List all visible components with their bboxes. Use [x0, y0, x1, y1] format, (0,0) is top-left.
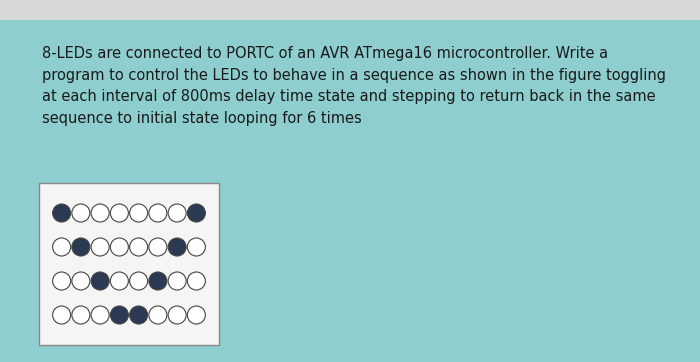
- Text: 8-LEDs are connected to PORTC of an AVR ATmega16 microcontroller. Write a
progra: 8-LEDs are connected to PORTC of an AVR …: [42, 46, 666, 126]
- FancyBboxPatch shape: [39, 183, 219, 345]
- Circle shape: [149, 272, 167, 290]
- Circle shape: [130, 272, 148, 290]
- Circle shape: [91, 272, 109, 290]
- Circle shape: [72, 272, 90, 290]
- Circle shape: [72, 306, 90, 324]
- Circle shape: [188, 272, 205, 290]
- Circle shape: [72, 204, 90, 222]
- Circle shape: [149, 204, 167, 222]
- Circle shape: [149, 238, 167, 256]
- Circle shape: [130, 204, 148, 222]
- Circle shape: [130, 238, 148, 256]
- Circle shape: [52, 238, 71, 256]
- Circle shape: [111, 204, 128, 222]
- Circle shape: [91, 238, 109, 256]
- Circle shape: [168, 238, 186, 256]
- Circle shape: [168, 204, 186, 222]
- Circle shape: [91, 306, 109, 324]
- Circle shape: [168, 306, 186, 324]
- Circle shape: [52, 204, 71, 222]
- Circle shape: [72, 238, 90, 256]
- Circle shape: [168, 272, 186, 290]
- Circle shape: [52, 272, 71, 290]
- Circle shape: [91, 204, 109, 222]
- Circle shape: [188, 204, 205, 222]
- Circle shape: [111, 272, 128, 290]
- Circle shape: [130, 306, 148, 324]
- Circle shape: [111, 306, 128, 324]
- Circle shape: [188, 238, 205, 256]
- Circle shape: [52, 306, 71, 324]
- Circle shape: [188, 306, 205, 324]
- Bar: [0, 0, 700, 20]
- Circle shape: [111, 238, 128, 256]
- Circle shape: [149, 306, 167, 324]
